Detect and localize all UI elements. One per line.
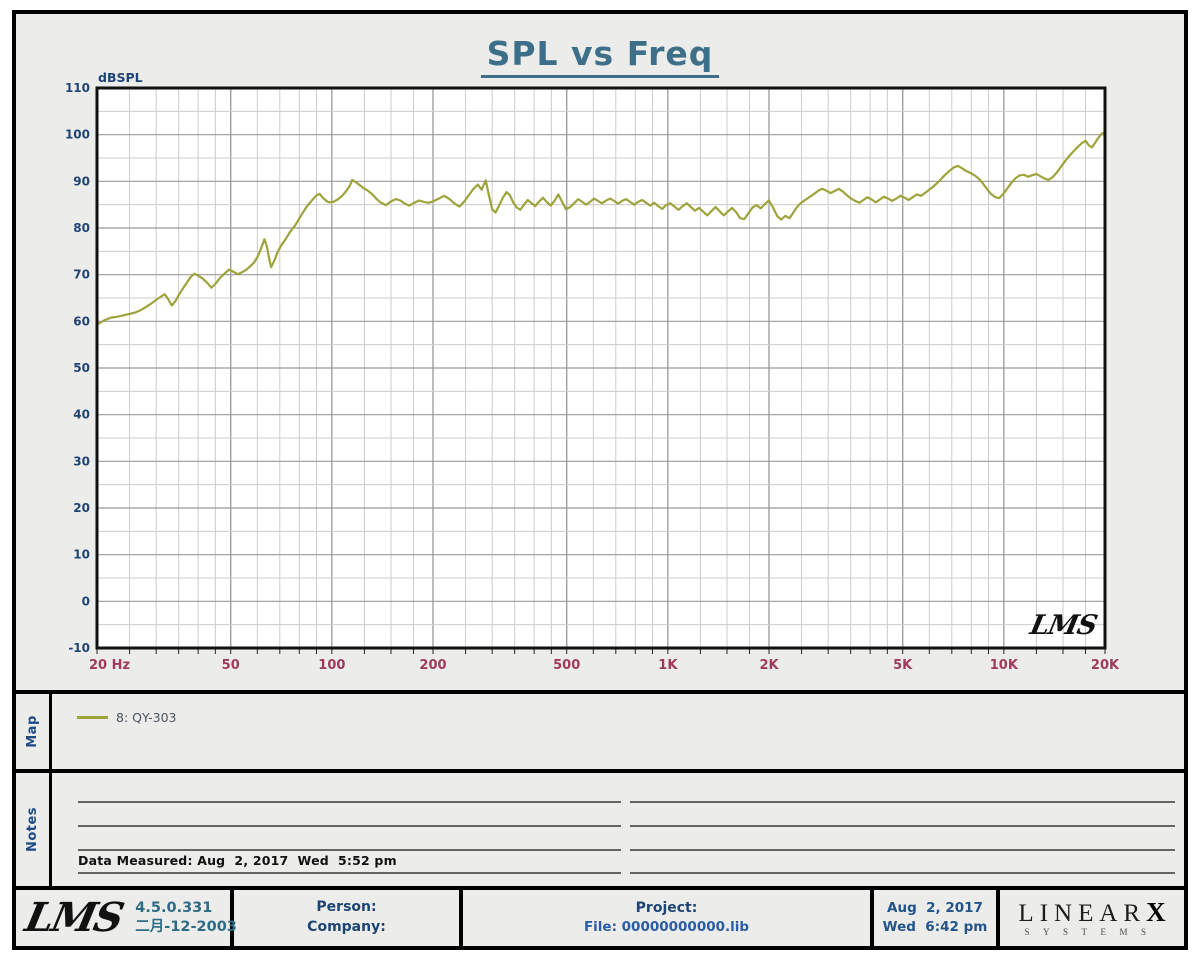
map-label: Map	[24, 715, 40, 748]
page-frame: SPL vs Freq -10 0 10 20 30 40 50 60 70 80 90 100 110…	[12, 10, 1188, 950]
svg-text:60: 60	[73, 314, 90, 328]
note-line	[630, 801, 1175, 803]
spl-curve	[95, 131, 1107, 326]
note-line	[78, 825, 621, 827]
company-label: Company:	[307, 919, 386, 935]
footer-person-cell: Person: Company:	[234, 890, 463, 946]
svg-text:100: 100	[318, 658, 345, 673]
note-line	[630, 825, 1175, 827]
spl-vs-freq-plot: -10 0 10 20 30 40 50 60 70 80 90 100 110 dBSPL 20 Hz 50…	[65, 70, 1120, 673]
version-date: 二月-12-2003	[135, 919, 237, 935]
footer-project-cell: Project: File: 00000000000.lib	[463, 890, 874, 946]
svg-text:500: 500	[553, 658, 580, 673]
lms-watermark: LMS	[1027, 610, 1100, 641]
footer-bar: LMS 4.5.0.331 二月-12-2003 Person: Company…	[16, 886, 1184, 946]
svg-text:20 Hz: 20 Hz	[89, 658, 130, 673]
data-measured-text: Data Measured: Aug 2, 2017 Wed 5:52 pm	[78, 853, 397, 868]
version-block: 4.5.0.331 二月-12-2003	[135, 899, 237, 937]
svg-text:20: 20	[73, 501, 90, 515]
map-section: Map 8: QY-303	[16, 690, 1184, 769]
note-line	[630, 849, 1175, 851]
svg-text:90: 90	[73, 174, 90, 188]
svg-text:2K: 2K	[759, 658, 779, 673]
svg-text:-10: -10	[68, 641, 90, 655]
svg-text:20K: 20K	[1091, 658, 1120, 673]
y-axis-label: dBSPL	[98, 70, 143, 85]
svg-text:40: 40	[73, 408, 90, 422]
note-line	[78, 801, 621, 803]
notes-label: Notes	[25, 806, 40, 853]
svg-text:0: 0	[82, 594, 90, 608]
footer-lms-cell: LMS 4.5.0.331 二月-12-2003	[16, 890, 237, 946]
svg-text:50: 50	[73, 361, 90, 375]
footer-time: Wed 6:42 pm	[882, 919, 988, 935]
svg-text:5K: 5K	[893, 658, 913, 673]
linearx-linear-text: LINEAR	[1018, 899, 1147, 927]
notes-label-cell: Notes	[16, 773, 52, 886]
chart-title: SPL vs Freq	[16, 34, 1184, 78]
notes-content: Data Measured: Aug 2, 2017 Wed 5:52 pm	[52, 773, 1184, 886]
svg-text:110: 110	[65, 81, 90, 95]
linearx-wordmark: LINEARX	[1018, 896, 1166, 927]
map-label-cell: Map	[16, 694, 52, 769]
legend-item: 8: QY-303	[77, 710, 177, 725]
notes-section: Notes Data Measured: Aug 2, 2017 Wed 5:5…	[16, 769, 1184, 886]
legend-curve-label: 8: QY-303	[116, 710, 177, 725]
footer-date: Aug 2, 2017	[887, 900, 983, 917]
svg-text:1K: 1K	[658, 658, 678, 673]
svg-text:10: 10	[73, 548, 90, 562]
linearx-systems-text: SYSTEMS	[1024, 926, 1160, 937]
footer-date-cell: Aug 2, 2017 Wed 6:42 pm	[874, 890, 1000, 946]
note-line	[78, 849, 621, 851]
person-label: Person:	[316, 899, 377, 916]
svg-text:200: 200	[419, 658, 446, 673]
version-number: 4.5.0.331	[135, 900, 213, 917]
svg-text:80: 80	[73, 221, 90, 235]
svg-text:70: 70	[73, 268, 90, 282]
svg-text:30: 30	[73, 454, 90, 468]
linearx-logo: LINEARX SYSTEMS	[1000, 890, 1184, 946]
lms-logo: LMS	[21, 894, 127, 941]
svg-text:10K: 10K	[990, 658, 1019, 673]
linearx-x-text: X	[1146, 896, 1166, 927]
note-line	[78, 872, 621, 874]
file-label: File: 00000000000.lib	[583, 919, 750, 936]
legend-curve-swatch	[77, 716, 108, 719]
map-content: 8: QY-303	[52, 694, 1184, 769]
svg-text:100: 100	[65, 128, 90, 142]
chart-title-text: SPL vs Freq	[480, 34, 720, 78]
chart-section: SPL vs Freq -10 0 10 20 30 40 50 60 70 80 90 100 110…	[16, 14, 1184, 690]
note-line	[630, 872, 1175, 874]
svg-text:50: 50	[222, 658, 240, 673]
project-label: Project:	[635, 899, 698, 916]
